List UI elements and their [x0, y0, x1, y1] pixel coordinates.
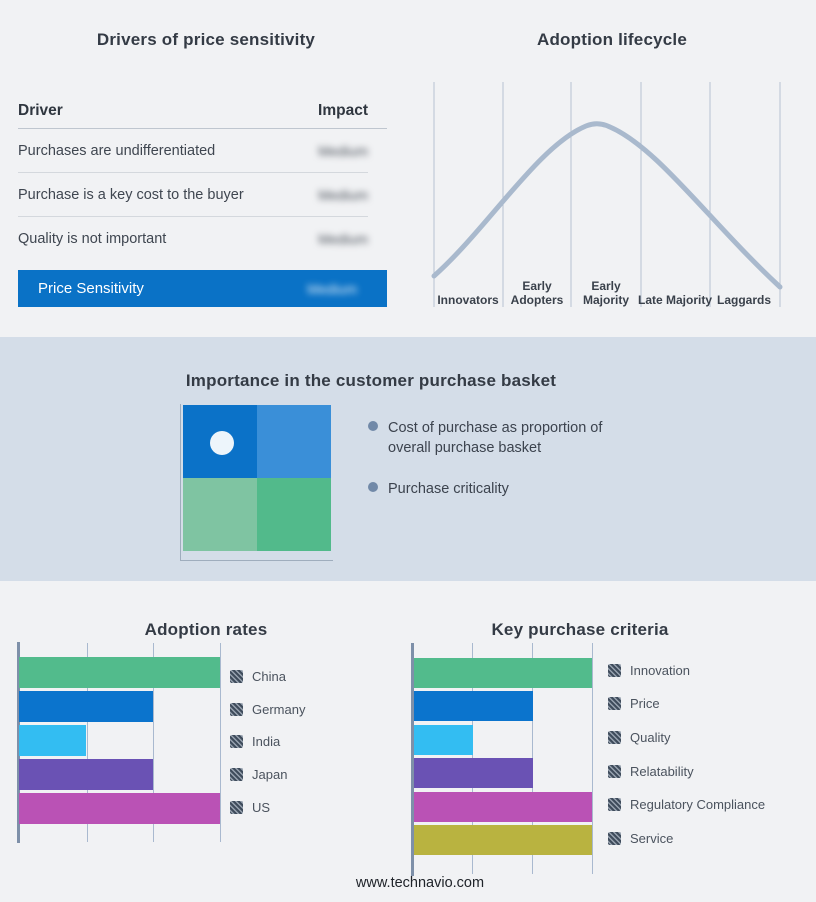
lifecycle-chart [431, 82, 783, 307]
hatched-swatch-icon [230, 734, 243, 748]
drivers-table-body: Purchases are undifferentiated Medium Purc… [18, 129, 368, 260]
gridline [592, 643, 593, 874]
driver-cell: Quality is not important [18, 230, 167, 247]
quadrant-bottom-right [257, 478, 331, 551]
legend-label: Innovation [630, 662, 690, 678]
legend-item-us: US [230, 799, 270, 815]
legend-label: Relatability [630, 763, 694, 779]
adoption-rates-title: Adoption rates [144, 620, 268, 640]
bar-japan [19, 759, 153, 790]
criteria-y-axis [411, 643, 414, 876]
legend-item-relatability: Relatability [608, 763, 694, 779]
lifecycle-title: Adoption lifecycle [536, 30, 687, 50]
position-marker-dot [210, 431, 234, 455]
legend-item-service: Service [608, 830, 673, 846]
bell-curve [431, 121, 783, 290]
hatched-swatch-icon [608, 764, 621, 778]
stage-label-innovators: Innovators [437, 293, 499, 307]
legend-item-regulatory-compliance: Regulatory Compliance [608, 796, 765, 812]
gridline [87, 643, 88, 842]
basket-title: Importance in the customer purchase bask… [185, 371, 557, 391]
bullet-icon [368, 421, 378, 431]
legend-item-germany: Germany [230, 701, 305, 717]
legend-label: India [252, 733, 281, 749]
legend-item-innovation: Innovation [608, 662, 690, 678]
hatched-swatch-icon [230, 669, 243, 683]
hatched-swatch-icon [230, 800, 243, 814]
website-url: www.technavio.com [355, 875, 485, 891]
quadrant-bottom-left [183, 478, 257, 551]
hatched-swatch-icon [608, 831, 621, 845]
hatched-swatch-icon [608, 797, 621, 811]
basket-bullet-2: Purchase criticality [388, 481, 509, 497]
bar-innovation [414, 658, 592, 688]
bar-service [414, 825, 592, 855]
legend-label: Germany [252, 701, 306, 717]
criteria-title: Key purchase criteria [491, 620, 669, 640]
driver-column-header: Driver [18, 101, 63, 119]
header-divider [18, 128, 387, 129]
driver-row: Quality is not important Medium [18, 217, 368, 260]
quadrant-axes [180, 404, 333, 561]
bullet-icon [368, 482, 378, 492]
hatched-swatch-icon [608, 696, 621, 710]
bar-china [19, 657, 220, 688]
impact-value: Medium [318, 142, 368, 159]
hatched-swatch-icon [608, 730, 621, 744]
hatched-swatch-icon [230, 702, 243, 716]
hatched-swatch-icon [608, 663, 621, 677]
impact-value: Medium [318, 186, 368, 203]
legend-label: Quality [630, 729, 671, 745]
driver-row: Purchases are undifferentiated Medium [18, 129, 368, 173]
bar-relatability [414, 758, 533, 788]
gridline [220, 643, 221, 842]
driver-cell: Purchase is a key cost to the buyer [18, 186, 244, 203]
stage-label-late-majority: Late Majority [637, 293, 712, 307]
hatched-swatch-icon [230, 767, 243, 781]
bar-germany [19, 691, 153, 722]
legend-item-quality: Quality [608, 729, 670, 745]
bar-us [19, 793, 220, 824]
legend-label: Service [630, 830, 674, 846]
adoption-rates-y-axis [17, 642, 20, 843]
legend-label: Regulatory Compliance [630, 796, 766, 812]
drivers-table-header: Driver Impact [18, 94, 368, 127]
legend-label: Price [630, 695, 660, 711]
legend-item-india: India [230, 733, 280, 749]
price-sensitivity-impact-value: Medium [307, 280, 357, 297]
legend-label: US [252, 799, 271, 815]
bar-quality [414, 725, 473, 755]
legend-label: Japan [252, 766, 288, 782]
legend-item-japan: Japan [230, 766, 287, 782]
stage-label-early-adopters: Early Adopters [510, 279, 564, 307]
price-sensitivity-row: Price Sensitivity Medium [18, 270, 387, 307]
driver-cell: Purchases are undifferentiated [18, 142, 216, 159]
impact-column-header: Impact [318, 101, 368, 119]
quadrant-top-right [257, 405, 331, 478]
bar-regulatory-compliance [414, 792, 592, 822]
stage-separator-lines [433, 82, 781, 307]
bar-india [19, 725, 86, 756]
stage-label-laggards: Laggards [716, 293, 771, 307]
legend-label: China [252, 668, 286, 684]
legend-item-china: China [230, 668, 286, 684]
drivers-title: Drivers of price sensitivity [96, 30, 316, 50]
driver-row: Purchase is a key cost to the buyer Mediu… [18, 173, 368, 217]
impact-value: Medium [318, 230, 368, 247]
purchase-basket-band [0, 337, 816, 581]
basket-bullet-1: Cost of purchase as proportion of overal… [388, 420, 603, 456]
stage-label-early-majority: Early Majority [582, 279, 629, 307]
bar-price [414, 691, 533, 721]
price-sensitivity-label: Price Sensitivity [38, 280, 144, 297]
legend-item-price: Price [608, 695, 660, 711]
gridline [153, 643, 154, 842]
